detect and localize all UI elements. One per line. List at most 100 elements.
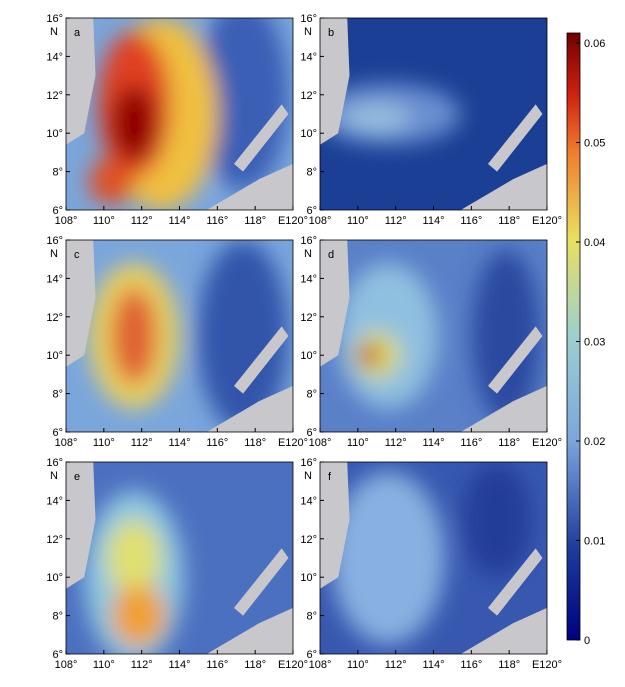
- map-panel: a 108° 110° 112° 114° 116° 118° E120° 6° 8° 10° 12°…: [46, 13, 308, 227]
- x-tick-label: 116°: [460, 659, 482, 671]
- field: [66, 462, 293, 654]
- y-tick-label: 10°: [46, 128, 63, 140]
- x-tick-label: 116°: [460, 215, 482, 227]
- panel-label: f: [328, 471, 332, 483]
- land: [460, 385, 547, 432]
- colorbar: [566, 32, 581, 641]
- y-tick-label: 6°: [52, 205, 63, 217]
- y-tick-label: 8°: [306, 167, 317, 179]
- x-tick-label: 110°: [347, 659, 369, 671]
- x-tick-label: 114°: [423, 659, 445, 671]
- panel-label: a: [74, 27, 81, 39]
- map-panel: b 108° 110° 112° 114° 116° 118° E120° 6° 8° 10° 12°…: [300, 13, 562, 227]
- x-tick-label: 110°: [93, 215, 115, 227]
- y-tick-label: 16°: [46, 235, 63, 247]
- y-tick-label: 8°: [52, 611, 63, 623]
- x-tick-label: 110°: [347, 215, 369, 227]
- colorbar-tick-label: 0: [584, 635, 590, 647]
- panel-label: d: [328, 249, 334, 261]
- y-tick-label: 8°: [52, 167, 63, 179]
- y-tick-label: 6°: [306, 427, 317, 439]
- map-panel: f 108° 110° 112° 114° 116° 118° E120° 6° 8° 10° 12°…: [300, 457, 562, 671]
- colorbar-tick-label: 0.01: [584, 536, 605, 548]
- field-blob: [197, 18, 289, 191]
- x-tick-label: 116°: [206, 437, 228, 449]
- field: [66, 18, 293, 210]
- land: [320, 18, 350, 145]
- field: [66, 240, 293, 432]
- x-tick-label: 118°: [498, 437, 520, 449]
- x-tick-label: 118°: [498, 659, 520, 671]
- land: [66, 240, 96, 367]
- x-tick-label: E120°: [532, 659, 562, 671]
- y-tick-label: 10°: [300, 128, 317, 140]
- land: [320, 240, 350, 367]
- field-blob: [463, 462, 532, 578]
- field-blob: [88, 158, 135, 205]
- field-blobs: [331, 462, 532, 645]
- land: [487, 326, 543, 394]
- colorbar-tick-label: 0.06: [584, 38, 605, 50]
- field-blobs: [84, 490, 185, 654]
- x-tick-label: 108°: [55, 659, 78, 671]
- field-blobs: [88, 18, 289, 210]
- field-blob: [106, 519, 162, 597]
- x-tick-label: E120°: [532, 437, 562, 449]
- field-blobs: [88, 240, 289, 432]
- field-blob: [472, 249, 541, 423]
- y-tick-label: 16°: [46, 13, 63, 25]
- x-tick-label: E120°: [532, 215, 562, 227]
- land: [320, 462, 350, 589]
- x-tick-label: 114°: [169, 215, 191, 227]
- land: [460, 607, 547, 654]
- y-tick-label: 14°: [300, 51, 317, 63]
- field: [320, 240, 547, 432]
- land: [66, 18, 96, 145]
- y-tick-label: 8°: [306, 389, 317, 401]
- field: [320, 462, 547, 654]
- land: [206, 385, 293, 432]
- x-tick-label: E120°: [278, 437, 308, 449]
- y-tick-label: 12°: [300, 312, 317, 324]
- y-tick-label: 14°: [300, 495, 317, 507]
- x-tick-label: 112°: [385, 437, 407, 449]
- field-blob: [358, 343, 382, 367]
- x-tick-label: 118°: [498, 215, 520, 227]
- land: [460, 163, 547, 210]
- x-tick-label: 112°: [385, 215, 407, 227]
- field-blob: [331, 471, 445, 645]
- y-unit: N: [50, 248, 58, 260]
- field-blobs: [320, 83, 461, 145]
- y-tick-label: 8°: [52, 389, 63, 401]
- y-unit: N: [50, 26, 58, 38]
- land: [66, 462, 96, 589]
- land: [487, 548, 543, 616]
- y-tick-label: 12°: [300, 90, 317, 102]
- land: [233, 104, 289, 172]
- y-tick-label: 12°: [46, 90, 63, 102]
- x-tick-label: 116°: [206, 215, 228, 227]
- colorbar-tick-label: 0.02: [584, 436, 605, 448]
- y-tick-label: 10°: [46, 350, 63, 362]
- y-tick-label: 14°: [46, 273, 63, 285]
- x-tick-label: 114°: [423, 215, 445, 227]
- colorbar-tick-label: 0.03: [584, 337, 605, 349]
- x-tick-label: 112°: [385, 659, 407, 671]
- y-tick-label: 10°: [300, 350, 317, 362]
- x-tick-label: 112°: [131, 659, 153, 671]
- land: [487, 104, 543, 172]
- x-tick-label: 116°: [206, 659, 228, 671]
- panel-label: c: [74, 249, 80, 261]
- y-unit: N: [304, 26, 312, 38]
- panel-label: b: [328, 27, 334, 39]
- y-tick-label: 16°: [300, 13, 317, 25]
- x-tick-label: 110°: [93, 659, 115, 671]
- map-panel: e 108° 110° 112° 114° 116° 118° E120° 6° 8° 10° 12°…: [46, 457, 308, 671]
- x-tick-label: 114°: [423, 437, 445, 449]
- x-tick-label: 108°: [309, 659, 332, 671]
- y-unit: N: [304, 470, 312, 482]
- x-tick-label: E120°: [278, 215, 308, 227]
- x-tick-label: 110°: [347, 437, 369, 449]
- field-blobs: [338, 249, 541, 423]
